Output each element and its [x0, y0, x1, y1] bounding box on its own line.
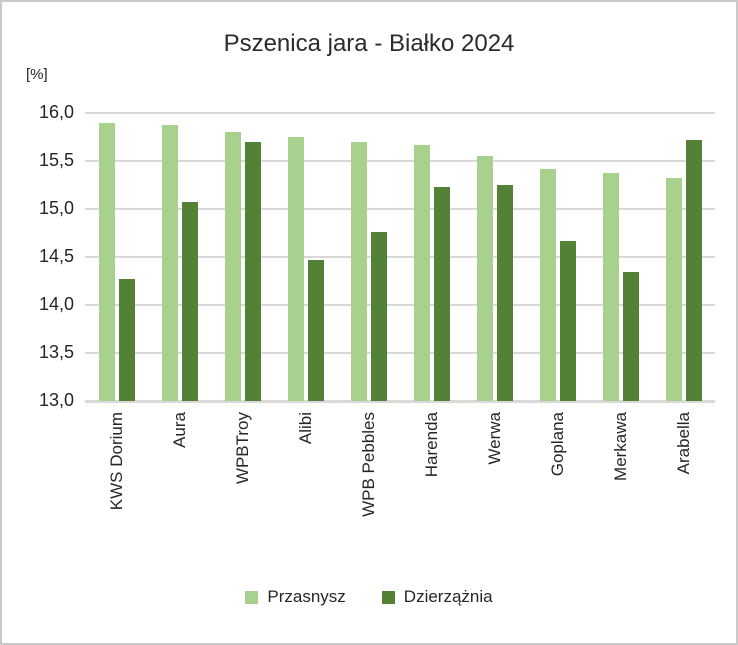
bar-dzierz-nia-wpb-pebbles [370, 232, 387, 401]
y-axis-unit-label: [%] [26, 66, 48, 83]
bar-group-aura [148, 113, 211, 401]
gridline [85, 112, 715, 114]
x-label-cell-harenda: Harenda [400, 406, 463, 561]
y-tick-label-15-0: 15,0 [38, 198, 74, 218]
legend-swatch-icon [381, 590, 395, 604]
x-label-arabella: Arabella [673, 412, 693, 475]
bar-przasnysz-aura [161, 125, 178, 401]
x-label-cell-wpbtroy: WPBTroy [211, 406, 274, 561]
bar-przasnysz-merkawa [602, 173, 619, 401]
x-axis-line [85, 400, 715, 403]
y-tick-label-14-5: 14,5 [38, 246, 74, 266]
bar-przasnysz-kws-dorium [98, 122, 115, 401]
y-tick-label-16-0: 16,0 [38, 102, 74, 122]
bar-przasnysz-wpb-pebbles [350, 141, 367, 401]
x-label-cell-werwa: Werwa [463, 406, 526, 561]
x-axis-category-labels: KWS Dorium Aura WPBTroy Alibi WPB Pebbles Har… [85, 406, 715, 561]
x-label-kws-dorium: KWS Dorium [106, 412, 126, 511]
chart-title: Pszenica jara - Białko 2024 [223, 30, 515, 57]
bar-przasnysz-alibi [287, 137, 304, 401]
x-label-wpbtroy: WPBTroy [232, 412, 252, 485]
y-tick-label-14-0: 14,0 [38, 294, 74, 314]
y-tick-label-13-5: 13,5 [38, 342, 74, 362]
bar-dzierz-nia-kws-dorium [118, 279, 135, 401]
x-label-harenda: Harenda [421, 412, 441, 478]
x-label-wpb-pebbles: WPB Pebbles [358, 412, 378, 517]
x-label-cell-aura: Aura [148, 406, 211, 561]
y-tick-label-13-0: 13,0 [38, 390, 74, 410]
bar-przasnysz-werwa [476, 156, 493, 401]
bar-przasnysz-arabella [665, 178, 682, 401]
bar-dzierz-nia-goplana [559, 240, 576, 401]
x-label-goplana: Goplana [547, 412, 567, 477]
legend: Przasnysz Dzierzążnia [2, 587, 736, 607]
bar-dzierz-nia-alibi [307, 259, 324, 401]
x-label-cell-kws-dorium: KWS Dorium [85, 406, 148, 561]
plot-area [85, 112, 715, 403]
bar-group-wpbtroy [211, 113, 274, 401]
legend-label: Dzierzążnia [403, 587, 493, 606]
bar-dzierz-nia-wpbtroy [244, 141, 261, 401]
bar-group-goplana [526, 113, 589, 401]
legend-label: Przasnysz [267, 587, 346, 606]
x-label-werwa: Werwa [484, 412, 504, 465]
bar-dzierz-nia-werwa [496, 185, 513, 401]
x-label-cell-arabella: Arabella [652, 406, 715, 561]
legend-item-dzierzaznia: Dzierzążnia [381, 587, 493, 607]
bar-groups [85, 113, 715, 401]
x-label-cell-goplana: Goplana [526, 406, 589, 561]
y-tick-label-15-5: 15,5 [38, 150, 74, 170]
bar-dzierz-nia-aura [181, 202, 198, 401]
x-label-cell-merkawa: Merkawa [589, 406, 652, 561]
bar-przasnysz-wpbtroy [224, 132, 241, 401]
bar-group-wpb-pebbles [337, 113, 400, 401]
gridline [85, 207, 715, 210]
legend-swatch-icon [245, 590, 259, 604]
gridline [85, 256, 715, 258]
bar-group-alibi [274, 113, 337, 401]
x-label-cell-wpb-pebbles: WPB Pebbles [337, 406, 400, 561]
bar-group-merkawa [589, 113, 652, 401]
gridline [85, 159, 715, 162]
x-label-merkawa: Merkawa [610, 412, 630, 481]
bar-przasnysz-goplana [539, 168, 556, 401]
bar-przasnysz-harenda [413, 144, 430, 401]
legend-item-przasnysz: Przasnysz [245, 587, 346, 607]
bar-group-arabella [652, 113, 715, 401]
bar-group-werwa [463, 113, 526, 401]
bar-group-harenda [400, 113, 463, 401]
gridline [85, 303, 715, 306]
x-label-alibi: Alibi [295, 412, 315, 445]
bar-dzierz-nia-merkawa [622, 272, 639, 401]
x-label-cell-alibi: Alibi [274, 406, 337, 561]
bar-dzierz-nia-arabella [685, 139, 702, 401]
bar-dzierz-nia-harenda [433, 186, 450, 401]
x-label-aura: Aura [169, 412, 189, 448]
gridline [85, 352, 715, 354]
bar-group-kws-dorium [85, 113, 148, 401]
